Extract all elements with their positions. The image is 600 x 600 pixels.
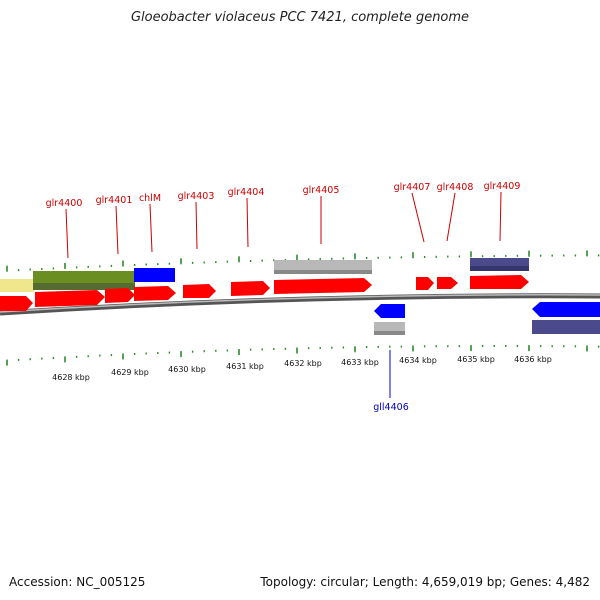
gene-label-glr4407[interactable]: glr4407 xyxy=(394,182,431,193)
cds-arrow-glr4400[interactable] xyxy=(35,290,105,307)
scale-label-4635: 4635 kbp xyxy=(457,355,495,364)
cds-arrow-glr4408[interactable] xyxy=(437,277,458,289)
feature-bar-grey-gll4406-shade xyxy=(374,331,405,335)
bottom-tick-row xyxy=(6,345,600,366)
cds-arrow-glr4405[interactable] xyxy=(274,278,372,294)
top-tick-row xyxy=(6,250,600,272)
genome-backbone xyxy=(0,293,600,316)
feature-bar-khaki[interactable] xyxy=(0,279,34,292)
scale-label-4628: 4628 kbp xyxy=(52,373,90,382)
scale-label-4634: 4634 kbp xyxy=(399,356,437,365)
gene-label-gll4406[interactable]: gll4406 xyxy=(373,402,409,413)
feature-bar-blue-chlM[interactable] xyxy=(134,268,175,282)
cds-arrow-glr4407[interactable] xyxy=(416,277,434,290)
cds-arrow-reverse-right[interactable] xyxy=(532,302,600,317)
scale-label-4633: 4633 kbp xyxy=(341,358,379,367)
gene-label-glr4400[interactable]: glr4400 xyxy=(46,198,83,209)
cds-arrow-glr4404[interactable] xyxy=(231,281,270,296)
gene-label-glr4405[interactable]: glr4405 xyxy=(303,185,340,196)
scale-label-4636: 4636 kbp xyxy=(514,355,552,364)
cds-arrow-glr4409[interactable] xyxy=(470,275,529,289)
scale-labels: 4628 kbp 4629 kbp 4630 kbp 4631 kbp 4632… xyxy=(52,355,552,382)
scale-label-4631: 4631 kbp xyxy=(226,362,264,371)
gene-label-glr4401[interactable]: glr4401 xyxy=(96,195,133,206)
cds-arrow-glr4401[interactable] xyxy=(105,288,135,303)
scale-label-4629: 4629 kbp xyxy=(111,368,149,377)
cds-arrow-gll4406[interactable] xyxy=(374,304,405,318)
label-leader-lines xyxy=(65,191,502,398)
scale-label-4630: 4630 kbp xyxy=(168,365,206,374)
gene-label-glr4403[interactable]: glr4403 xyxy=(178,191,215,202)
accession-text: Accession: NC_005125 xyxy=(9,575,146,589)
gene-label-glr4408[interactable]: glr4408 xyxy=(437,182,474,193)
gene-label-chlM[interactable]: chlM xyxy=(139,193,161,204)
cds-arrow-chlM[interactable] xyxy=(134,286,176,301)
feature-bar-olive-shade xyxy=(33,283,135,290)
gene-label-glr4404[interactable]: glr4404 xyxy=(228,187,265,198)
genome-backbone-highlight xyxy=(0,294,600,313)
feature-bar-dark-glr4409-shade xyxy=(470,266,529,271)
cds-arrow-glr4403[interactable] xyxy=(183,284,216,298)
feature-bar-grey-glr4405-shade xyxy=(274,270,372,274)
map-title: Gloeobacter violaceus PCC 7421, complete… xyxy=(130,10,470,25)
feature-bar-dark-reverse-right[interactable] xyxy=(532,320,600,334)
cds-arrow-glr4399[interactable] xyxy=(0,296,33,311)
gene-label-glr4409[interactable]: glr4409 xyxy=(484,181,521,192)
scale-label-4632: 4632 kbp xyxy=(284,359,322,368)
genome-summary-text: Topology: circular; Length: 4,659,019 bp… xyxy=(260,575,590,589)
